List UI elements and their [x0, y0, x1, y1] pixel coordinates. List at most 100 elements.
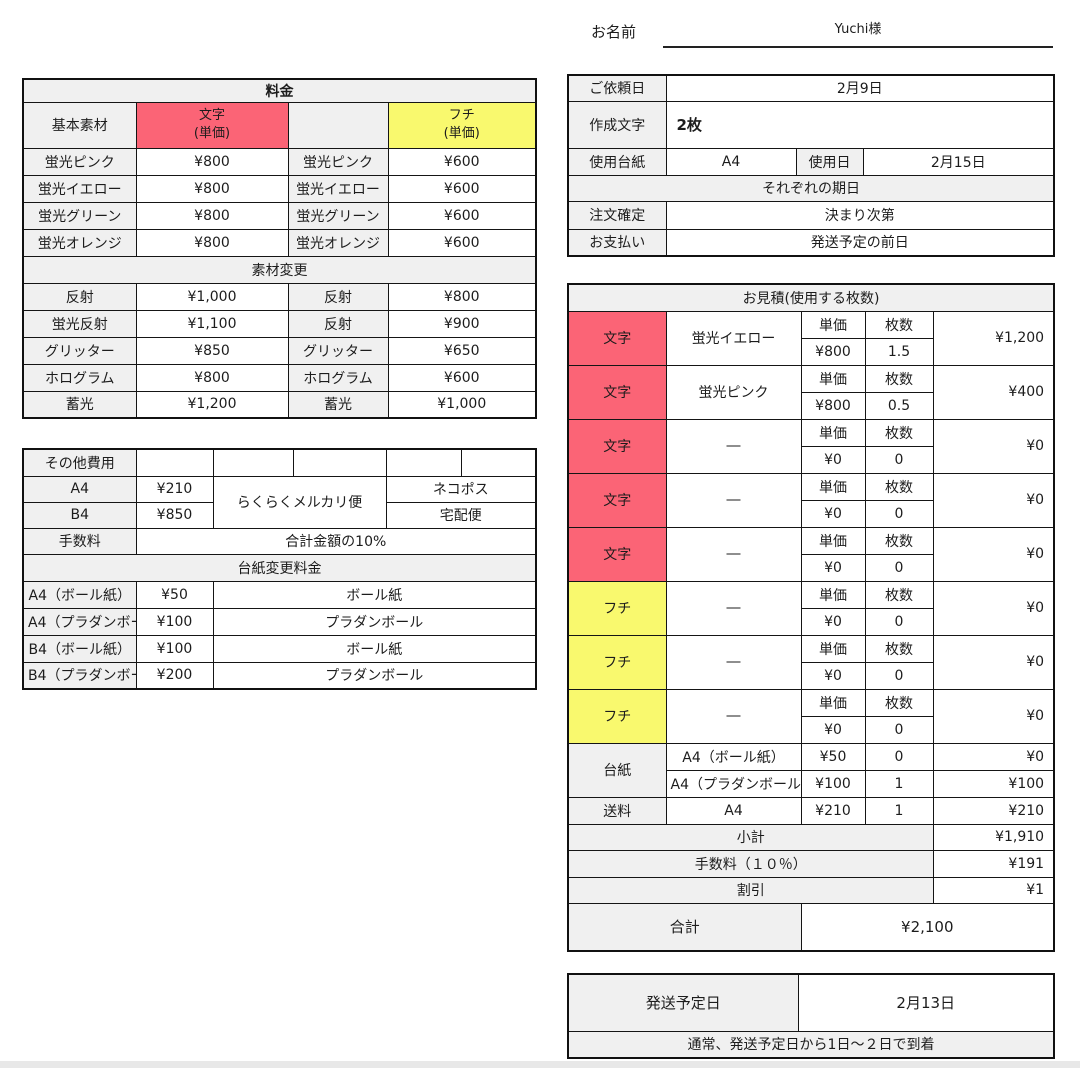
count-value: 0 [864, 553, 934, 582]
item-type: フチ [567, 634, 667, 690]
board-name: ボール紙 [212, 580, 537, 609]
count-value: 0 [864, 445, 934, 474]
shipping-date-table: 発送予定日 2月13日 通常、発送予定日から1日～２日で到着 [567, 973, 1055, 1059]
moji-header-line2: (単価) [193, 126, 231, 141]
count-value: 1.5 [864, 337, 934, 366]
total-value: ¥2,100 [800, 902, 1055, 952]
discount-value: ¥1 [932, 876, 1055, 904]
table-row: グリッター ¥850 グリッター ¥650 [22, 336, 537, 365]
fuchi-header-line1: フチ [448, 108, 475, 124]
payment-value: 発送予定の前日 [665, 228, 1055, 257]
shipping-date-label: 発送予定日 [567, 973, 799, 1032]
item-amount: ¥0 [932, 742, 1055, 771]
quote-item-row: 文字 蛍光ピンク 単価 枚数 ¥400 [567, 364, 1055, 420]
table-row: 蛍光ピンク ¥800 蛍光ピンク ¥600 [22, 147, 537, 176]
other-costs-title: その他費用 [22, 448, 137, 477]
price-cell: ¥800 [135, 201, 289, 230]
shipping-date-value: 2月13日 [797, 973, 1055, 1032]
item-type: 文字 [567, 418, 667, 474]
price-cell: ¥200 [135, 661, 214, 690]
material-label: 反射 [287, 282, 389, 311]
handling-fee-label: 手数料 [22, 527, 137, 555]
material-label: 蓄光 [287, 390, 389, 419]
board-name: ボール紙 [212, 634, 537, 663]
empty-header-cell [287, 101, 389, 149]
quote-item-row: フチ ― 単価 枚数 ¥0 [567, 634, 1055, 690]
item-material: ― [665, 418, 802, 474]
unit-value: ¥0 [800, 661, 866, 690]
item-material: ― [665, 580, 802, 636]
table-row: ホログラム ¥800 ホログラム ¥600 [22, 363, 537, 392]
quote-item-row: フチ ― 単価 枚数 ¥0 [567, 688, 1055, 744]
use-date-label: 使用日 [795, 147, 864, 176]
table-row: 蛍光オレンジ ¥800 蛍光オレンジ ¥600 [22, 228, 537, 257]
item-amount: ¥0 [932, 688, 1055, 744]
material-label: 蛍光ピンク [22, 147, 137, 176]
count-header: 枚数 [864, 688, 934, 717]
service-cell: 宅配便 [385, 501, 537, 529]
item-amount: ¥0 [932, 634, 1055, 690]
item-material: ― [665, 526, 802, 582]
price-cell: ¥850 [135, 336, 289, 365]
quote-board-row: A4（プラダンボール） ¥100 1 ¥100 [568, 769, 1055, 798]
price-cell: ¥600 [387, 363, 537, 392]
fee-title-row: 料金 [22, 78, 537, 103]
table-row: A4（プラダンボール） ¥100 プラダンボール [22, 607, 537, 636]
table-row: 蛍光イエロー ¥800 蛍光イエロー ¥600 [22, 174, 537, 203]
unit-header: 単価 [800, 688, 866, 717]
board-section-label: 台紙 [567, 742, 667, 798]
unit-header: 単価 [800, 472, 866, 501]
moji-unit-header: 文字 (単価) [135, 101, 289, 149]
unit-value: ¥800 [800, 391, 866, 420]
item-amount: ¥0 [932, 418, 1055, 474]
price-cell: ¥210 [135, 475, 214, 503]
other-costs-table: その他費用 A4 ¥210 らくらくメルカリ便 ネコポス B4 ¥850 宅配便… [22, 448, 537, 690]
request-date-value: 2月9日 [665, 74, 1055, 102]
count-header: 枚数 [864, 310, 934, 339]
order-confirm-value: 決まり次第 [665, 200, 1055, 230]
customer-name-value: Yuchi様 [663, 18, 1053, 48]
price-cell: ¥600 [387, 201, 537, 230]
count-value: 0 [864, 742, 934, 771]
table-row: 蛍光グリーン ¥800 蛍光グリーン ¥600 [22, 201, 537, 230]
deadline-header-row: それぞれの期日 [567, 174, 1055, 202]
price-cell: ¥1,000 [387, 390, 537, 419]
total-row: 合計 ¥2,100 [567, 902, 1055, 952]
price-cell: ¥100 [135, 634, 214, 663]
count-value: 0.5 [864, 391, 934, 420]
unit-value: ¥100 [800, 769, 866, 798]
item-material: ― [665, 688, 802, 744]
material-label: 蛍光反射 [22, 309, 137, 338]
price-cell: ¥800 [387, 282, 537, 311]
service-cell: ネコポス [385, 475, 537, 503]
characters-label: 作成文字 [567, 100, 667, 149]
item-amount: ¥400 [932, 364, 1055, 420]
shipping-note: 通常、発送予定日から1日～２日で到着 [567, 1030, 1055, 1059]
request-date-label: ご依頼日 [567, 74, 667, 102]
material-change-title-row: 素材変更 [22, 255, 537, 284]
count-value: 0 [864, 499, 934, 528]
board-label: B4（プラダンボール） [22, 661, 137, 690]
price-cell: ¥100 [135, 607, 214, 636]
count-value: 1 [864, 769, 934, 798]
quote-item-row: 文字 ― 単価 枚数 ¥0 [567, 472, 1055, 528]
fee-value: ¥191 [932, 849, 1055, 878]
unit-value: ¥0 [800, 715, 866, 744]
board-change-title: 台紙変更料金 [22, 553, 537, 582]
quote-item-subrow: ¥0 0 [568, 715, 1054, 744]
shipping-label: 送料 [567, 796, 667, 825]
characters-row: 作成文字 2枚 [567, 100, 1055, 149]
item-type: フチ [567, 580, 667, 636]
unit-value: ¥50 [800, 742, 866, 771]
board-use-row: 使用台紙 A4 使用日 2月15日 [567, 147, 1055, 176]
count-header: 枚数 [864, 634, 934, 663]
unit-value: ¥800 [800, 337, 866, 366]
payment-row: お支払い 発送予定の前日 [567, 228, 1055, 257]
empty-cell [292, 448, 387, 477]
material-label: 反射 [287, 309, 389, 338]
characters-value: 2枚 [665, 100, 1055, 149]
total-label: 合計 [567, 902, 802, 952]
customer-name-label: お名前 [591, 23, 637, 41]
count-header: 枚数 [864, 418, 934, 447]
material-label: グリッター [287, 336, 389, 365]
